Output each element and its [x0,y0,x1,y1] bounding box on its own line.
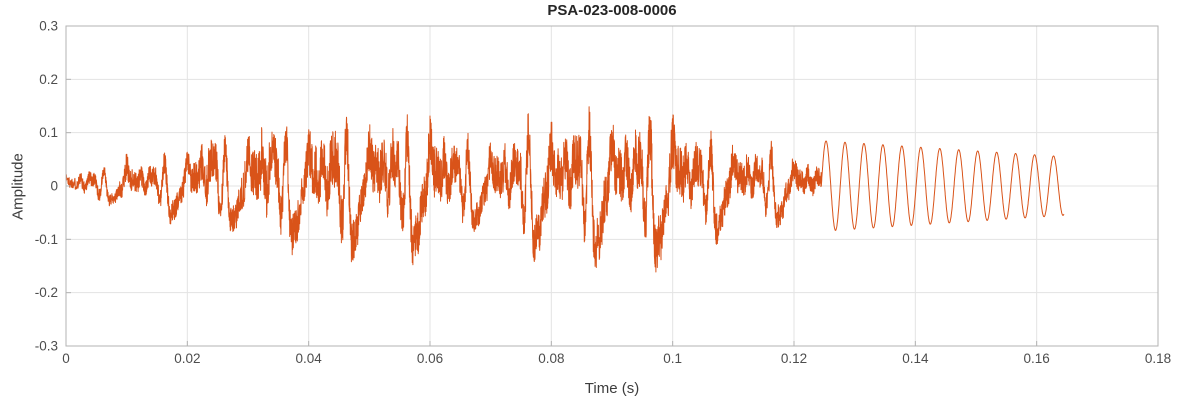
chart-title: PSA-023-008-0006 [547,2,677,19]
x-axis-label: Time (s) [584,380,640,397]
y-tick-label: -0.1 [35,232,58,247]
y-tick-label: -0.2 [35,285,58,300]
waveform-line [65,106,1065,273]
x-tick-label: 0.12 [781,351,807,366]
y-axis-label: Amplitude [9,153,27,220]
y-tick-label: 0 [50,179,58,194]
x-tick-label: 0.02 [174,351,200,366]
x-tick-label: 0 [62,351,70,366]
x-tick-label: 0.1 [663,351,682,366]
x-tick-label: 0.06 [417,351,443,366]
y-tick-label: 0.1 [39,125,58,140]
x-tick-label: 0.18 [1145,351,1171,366]
x-tick-label: 0.14 [902,351,929,366]
x-tick-label: 0.04 [296,351,323,366]
y-tick-label: 0.3 [39,19,58,34]
y-tick-label: -0.3 [35,339,58,354]
y-tick-label: 0.2 [39,72,58,87]
x-tick-label: 0.16 [1024,351,1050,366]
x-tick-label: 0.08 [538,351,564,366]
